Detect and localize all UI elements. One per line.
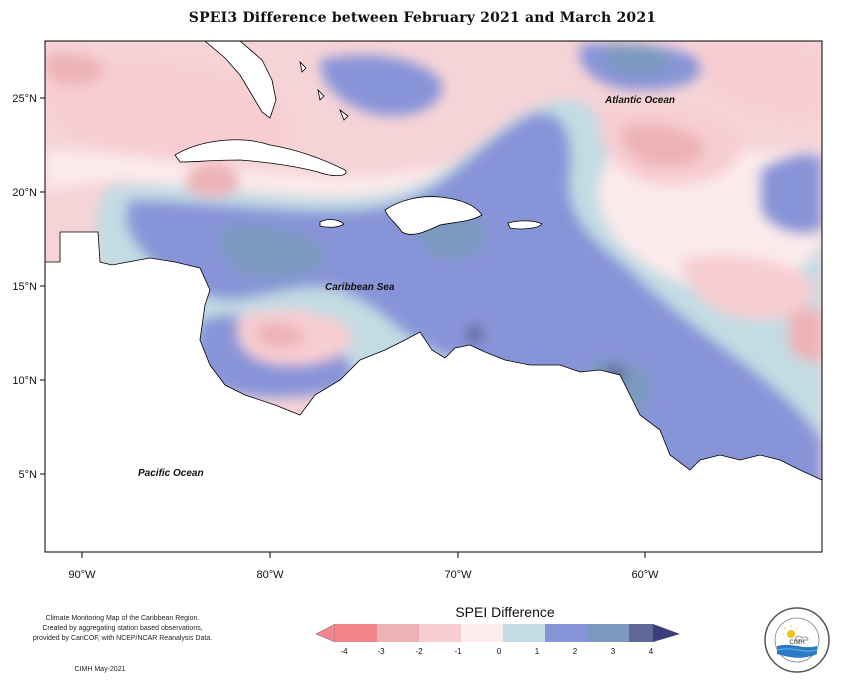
legend-tick: -1	[454, 647, 462, 656]
landmass	[44, 40, 823, 553]
credits-block: Climate Monitoring Map of the Caribbean …	[10, 614, 235, 644]
legend-tick: -2	[415, 647, 423, 656]
legend-arrow-low	[315, 624, 336, 643]
atlantic-ocean-label: Atlantic Ocean	[604, 95, 675, 106]
lon-tick-70w: 70°W	[444, 569, 472, 581]
longitude-axis: 90°W 80°W 70°W 60°W	[68, 552, 659, 581]
map-title: SPEI3 Difference between February 2021 a…	[188, 10, 657, 26]
caribbean-sea-label: Caribbean Sea	[325, 282, 395, 293]
legend-swatch-7	[587, 624, 629, 642]
legend-arrow-high	[653, 624, 680, 642]
legend-colorbar: -4 -3 -2 -1 0 1 2 3 4	[315, 624, 680, 656]
lat-tick-15n: 15°N	[12, 281, 37, 293]
legend-swatch-4	[461, 624, 503, 642]
lat-tick-5n: 5°N	[19, 469, 38, 481]
cimh-date: CIMH May-2021	[74, 666, 126, 673]
legend-tick: 0	[497, 647, 502, 656]
legend-title: SPEI Difference	[455, 604, 555, 620]
legend-tick: 4	[649, 647, 654, 656]
legend-tick: 2	[573, 647, 578, 656]
lon-tick-90w: 90°W	[68, 569, 96, 581]
pacific-ocean-label: Pacific Ocean	[138, 468, 204, 479]
lat-tick-25n: 25°N	[12, 93, 37, 105]
svg-text:CIMH: CIMH	[789, 640, 804, 646]
legend-swatch-6	[545, 624, 587, 642]
legend-tick: 3	[611, 647, 616, 656]
credits-line-2: Created by aggregating station based obs…	[42, 625, 203, 632]
legend-swatch-8	[629, 624, 653, 642]
lat-tick-10n: 10°N	[12, 375, 37, 387]
lon-tick-60w: 60°W	[631, 569, 659, 581]
map-frame	[44, 40, 823, 553]
lat-tick-20n: 20°N	[12, 187, 37, 199]
legend-tick: -3	[377, 647, 385, 656]
legend-tick: 1	[535, 647, 540, 656]
legend-swatch-2	[377, 624, 419, 642]
credits-line-3: provided by CariCOF, with NCEP/NCAR Rean…	[32, 635, 213, 642]
cimh-logo-icon: CIMH	[764, 607, 830, 673]
legend-swatch-5	[503, 624, 545, 642]
legend-swatch-1	[335, 624, 377, 642]
legend-tick: -4	[340, 647, 348, 656]
legend-swatch-3	[419, 624, 461, 642]
latitude-axis: 25°N 20°N 15°N 10°N 5°N	[12, 93, 45, 481]
credits-line-1: Climate Monitoring Map of the Caribbean …	[45, 615, 200, 622]
lon-tick-80w: 80°W	[256, 569, 284, 581]
